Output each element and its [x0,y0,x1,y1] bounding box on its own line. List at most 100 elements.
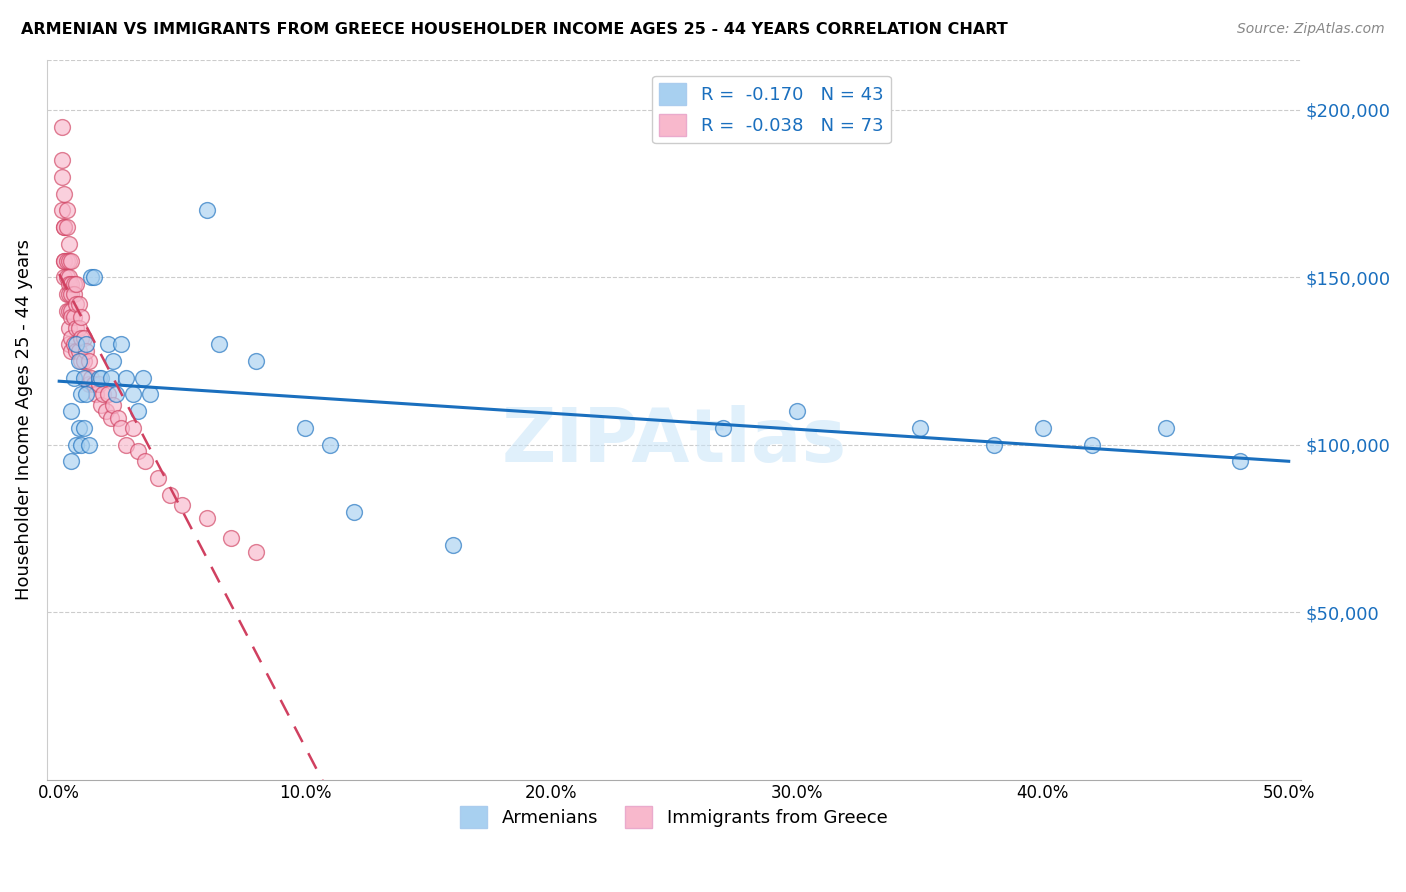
Immigrants from Greece [60,343,83,358]
Armenians [87,370,110,384]
Immigrants from Greece [58,277,80,291]
Armenians [63,370,86,384]
Immigrants from Greece [58,270,80,285]
Immigrants from Greece [67,343,90,358]
Immigrants from Greece [107,411,129,425]
Immigrants from Greece [58,236,80,251]
Armenians [318,438,340,452]
Armenians [83,270,105,285]
Immigrants from Greece [58,337,80,351]
Immigrants from Greece [80,370,103,384]
Immigrants from Greece [90,398,112,412]
Armenians [75,387,97,401]
Immigrants from Greece [53,253,76,268]
Immigrants from Greece [60,310,83,325]
Immigrants from Greece [195,511,218,525]
Armenians [60,404,83,418]
Immigrants from Greece [60,277,83,291]
Immigrants from Greece [67,297,90,311]
Armenians [65,438,87,452]
Armenians [75,337,97,351]
Armenians [908,421,931,435]
Immigrants from Greece [77,377,100,392]
Immigrants from Greece [60,287,83,301]
Armenians [67,354,90,368]
Armenians [245,354,267,368]
Armenians [97,337,120,351]
Immigrants from Greece [63,310,86,325]
Armenians [983,438,1005,452]
Armenians [70,387,93,401]
Armenians [711,421,734,435]
Immigrants from Greece [221,532,243,546]
Immigrants from Greece [65,277,87,291]
Immigrants from Greece [51,120,73,134]
Immigrants from Greece [146,471,169,485]
Armenians [139,387,162,401]
Immigrants from Greece [63,277,86,291]
Immigrants from Greece [60,330,83,344]
Immigrants from Greece [83,377,105,392]
Immigrants from Greece [110,421,132,435]
Armenians [208,337,231,351]
Immigrants from Greece [58,320,80,334]
Immigrants from Greece [159,488,181,502]
Armenians [80,270,103,285]
Immigrants from Greece [58,253,80,268]
Legend: Armenians, Immigrants from Greece: Armenians, Immigrants from Greece [453,799,894,836]
Armenians [67,421,90,435]
Immigrants from Greece [84,387,107,401]
Immigrants from Greece [114,438,136,452]
Armenians [1032,421,1054,435]
Immigrants from Greece [75,343,97,358]
Armenians [77,438,100,452]
Armenians [65,337,87,351]
Armenians [195,203,218,218]
Armenians [103,354,125,368]
Text: Source: ZipAtlas.com: Source: ZipAtlas.com [1237,22,1385,37]
Immigrants from Greece [60,303,83,318]
Immigrants from Greece [70,310,93,325]
Armenians [1154,421,1177,435]
Immigrants from Greece [77,354,100,368]
Armenians [132,370,155,384]
Armenians [786,404,808,418]
Immigrants from Greece [53,220,76,235]
Immigrants from Greece [60,253,83,268]
Armenians [127,404,149,418]
Immigrants from Greece [134,454,156,468]
Immigrants from Greece [97,387,120,401]
Immigrants from Greece [55,303,77,318]
Immigrants from Greece [55,270,77,285]
Immigrants from Greece [100,411,122,425]
Armenians [343,505,366,519]
Immigrants from Greece [51,203,73,218]
Immigrants from Greece [63,287,86,301]
Immigrants from Greece [63,337,86,351]
Armenians [73,421,96,435]
Immigrants from Greece [127,444,149,458]
Armenians [60,454,83,468]
Armenians [73,370,96,384]
Text: ARMENIAN VS IMMIGRANTS FROM GREECE HOUSEHOLDER INCOME AGES 25 - 44 YEARS CORRELA: ARMENIAN VS IMMIGRANTS FROM GREECE HOUSE… [21,22,1008,37]
Armenians [1229,454,1251,468]
Immigrants from Greece [65,343,87,358]
Immigrants from Greece [67,320,90,334]
Immigrants from Greece [53,186,76,201]
Immigrants from Greece [55,287,77,301]
Armenians [114,370,136,384]
Immigrants from Greece [51,169,73,184]
Immigrants from Greece [53,253,76,268]
Immigrants from Greece [75,370,97,384]
Armenians [90,370,112,384]
Immigrants from Greece [70,330,93,344]
Immigrants from Greece [53,270,76,285]
Immigrants from Greece [55,203,77,218]
Immigrants from Greece [70,354,93,368]
Immigrants from Greece [94,404,117,418]
Armenians [441,538,464,552]
Immigrants from Greece [58,287,80,301]
Armenians [104,387,127,401]
Immigrants from Greece [55,220,77,235]
Immigrants from Greece [55,253,77,268]
